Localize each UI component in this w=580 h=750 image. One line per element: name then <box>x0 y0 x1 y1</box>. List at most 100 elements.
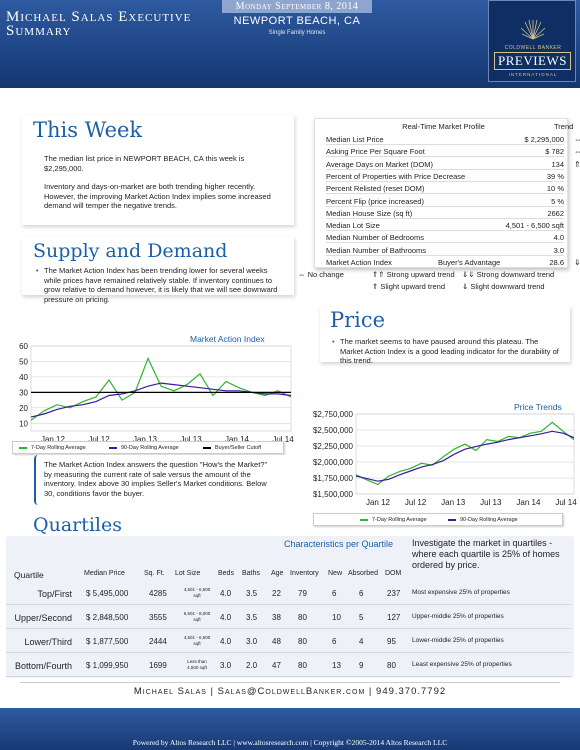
quartile-new: 6 <box>332 589 337 598</box>
market-profile-label: Median Lot Size <box>326 221 380 231</box>
y-tick-label: 20 <box>19 404 28 413</box>
quartile-inventory: 79 <box>298 589 307 598</box>
market-profile-row: Average Days on Market (DOM) 134 ⇑⇑ <box>326 159 580 170</box>
quartile-price: $ 2,848,500 <box>86 613 129 622</box>
legend-slight-down-label: Slight downward trend <box>470 282 545 291</box>
column-header: Beds <box>218 570 234 577</box>
market-profile-row: Percent Flip (price increased) 5 % <box>326 196 564 207</box>
price-chart-title: Price Trends <box>514 402 562 412</box>
quartile-new: 10 <box>332 613 341 622</box>
legend-slight-down: ⇓ Slight downward trend <box>462 282 545 291</box>
y-tick-label: 30 <box>19 388 28 397</box>
down-arrow-icon: ⇓ <box>462 282 469 291</box>
quartile-note: Upper-middle 25% of properties <box>412 613 504 620</box>
plot-area <box>355 413 575 495</box>
quartile-lot: 4,501 - 6,500 sqft <box>183 635 211 646</box>
market-profile-label: Median List Price <box>326 135 384 144</box>
y-tick-label: 50 <box>19 357 28 366</box>
quartile-row: Lower/Third $ 1,877,500 2444 4,501 - 6,500 … <box>6 630 571 653</box>
price-legend: 7-Day Rolling Average 90-Day Rolling Ave… <box>313 513 563 526</box>
quartile-dom: 95 <box>387 637 396 646</box>
market-profile-label: Median House Size (sq ft) <box>326 208 413 218</box>
quartile-note: Lower-middle 25% of properties <box>412 637 504 644</box>
quartile-lot: 6,501 - 8,000 sqft <box>183 611 211 622</box>
y-tick-label: $2,250,000 <box>313 442 354 451</box>
quartile-beds: 4.0 <box>220 637 232 646</box>
trend-header: Trend <box>554 122 574 131</box>
brand-logo: COLDWELL BANKER PREVIEWS INTERNATIONAL <box>488 0 576 82</box>
quartile-row: Bottom/Fourth $ 1,099,950 1699 Less than 4,… <box>6 654 571 677</box>
quartile-new: 13 <box>332 661 341 670</box>
market-profile-label: Market Action Index <box>326 258 392 267</box>
quartile-dom: 237 <box>387 589 401 598</box>
supply-demand-heading: Supply and Demand <box>33 240 228 262</box>
double-arrow-icon: ⇔ <box>298 270 306 279</box>
market-profile-label: Average Days on Market (DOM) <box>326 159 433 169</box>
quartile-age: 48 <box>272 637 281 646</box>
x-tick-label: Jul 13 <box>480 498 502 507</box>
quartile-lot: 4,501 - 6,500 sqft <box>183 587 211 598</box>
legend-cutoff-label: Buyer/Seller Cutoff <box>215 445 262 451</box>
quartile-absorbed: 6 <box>359 589 364 598</box>
quartile-inventory: 80 <box>298 613 307 622</box>
legend-slight-up-label: Slight upward trend <box>380 282 446 291</box>
trend-arrow-icon: ⇓⇓ <box>574 258 580 267</box>
legend-strong-down: ⇓⇓ Strong downward trend <box>462 270 554 279</box>
market-profile-row: Median Lot Size 4,501 - 6,500 sqft <box>326 220 564 232</box>
x-tick-label: Jul 12 <box>405 498 427 507</box>
market-profile-label: Percent Flip (price increased) <box>326 196 424 206</box>
quartile-price: $ 1,099,950 <box>86 661 129 670</box>
legend-cutoff-swatch <box>203 447 211 449</box>
this-week-heading: This Week <box>33 118 143 142</box>
column-header: Inventory <box>290 570 319 577</box>
market-profile-label: Percent Relisted (reset DOM) <box>326 184 425 194</box>
price-legend-90day-swatch <box>448 519 456 521</box>
quartile-absorbed: 4 <box>359 637 364 646</box>
quartile-sqft: 3555 <box>149 613 167 622</box>
this-week-card <box>22 115 294 225</box>
trend-arrow-icon: ⇔ <box>574 135 580 144</box>
market-profile-value: 3.0 <box>553 245 564 255</box>
y-tick-label: $1,500,000 <box>313 490 354 499</box>
quartile-age: 22 <box>272 589 281 598</box>
x-tick-label: Jan 12 <box>366 498 391 507</box>
column-header: Absorbed <box>348 570 378 577</box>
market-profile-value: 28.6 <box>549 258 564 267</box>
market-profile-value: 2662 <box>547 208 564 218</box>
quartile-absorbed: 9 <box>359 661 364 670</box>
quartile-dom: 127 <box>387 613 401 622</box>
market-profile-row: Median List Price $ 2,295,000 ⇔ <box>326 134 580 145</box>
quartiles-description: Investigate the market in quartiles - wh… <box>412 538 560 570</box>
market-profile-value: 4.0 <box>553 233 564 243</box>
logo-bottom-text: INTERNATIONAL <box>508 72 558 77</box>
legend-strong-up: ⇑⇑ Strong upward trend <box>372 270 455 279</box>
y-tick-label: $2,000,000 <box>313 458 354 467</box>
market-profile-row: Median House Size (sq ft) 2662 <box>326 208 564 219</box>
quartile-quartile: Lower/Third <box>24 637 72 647</box>
market-profile-title: Real-Time Market Profile <box>402 122 485 131</box>
quartile-absorbed: 5 <box>359 613 364 622</box>
column-header: Quartile <box>14 570 44 580</box>
quartile-note: Least expensive 25% of properties <box>412 661 512 668</box>
quartile-age: 47 <box>272 661 281 670</box>
market-profile-table: Real-Time Market Profile Trend Median Li… <box>316 118 580 268</box>
this-week-para2: Inventory and days-on-market are both tr… <box>44 182 271 210</box>
quartile-row: Top/First $ 5,495,000 4285 4,501 - 6,500 sq… <box>6 582 571 605</box>
market-profile-label: Percent of Properties with Price Decreas… <box>326 171 466 181</box>
quartile-quartile: Upper/Second <box>14 613 72 623</box>
logo-main-text: PREVIEWS <box>494 52 571 70</box>
legend-7day-swatch <box>19 447 27 449</box>
supply-demand-text: The Market Action Index has been trendin… <box>36 266 280 304</box>
market-profile-value: 134 <box>551 159 564 169</box>
y-tick-label: $1,750,000 <box>313 474 354 483</box>
mai-chart-title: Market Action Index <box>190 334 265 344</box>
series-line <box>355 430 575 482</box>
legend-7day-label: 7-Day Rolling Average <box>31 445 86 451</box>
quartile-sqft: 1699 <box>149 661 167 670</box>
column-header: Median Price <box>84 570 125 577</box>
price-heading: Price <box>330 308 386 332</box>
market-profile-row: Percent Relisted (reset DOM) 10 % <box>326 183 564 195</box>
market-profile-value: 4,501 - 6,500 sqft <box>505 221 564 231</box>
market-profile-value: $ 2,295,000 <box>524 135 564 144</box>
x-tick-label: Jan 14 <box>516 498 541 507</box>
